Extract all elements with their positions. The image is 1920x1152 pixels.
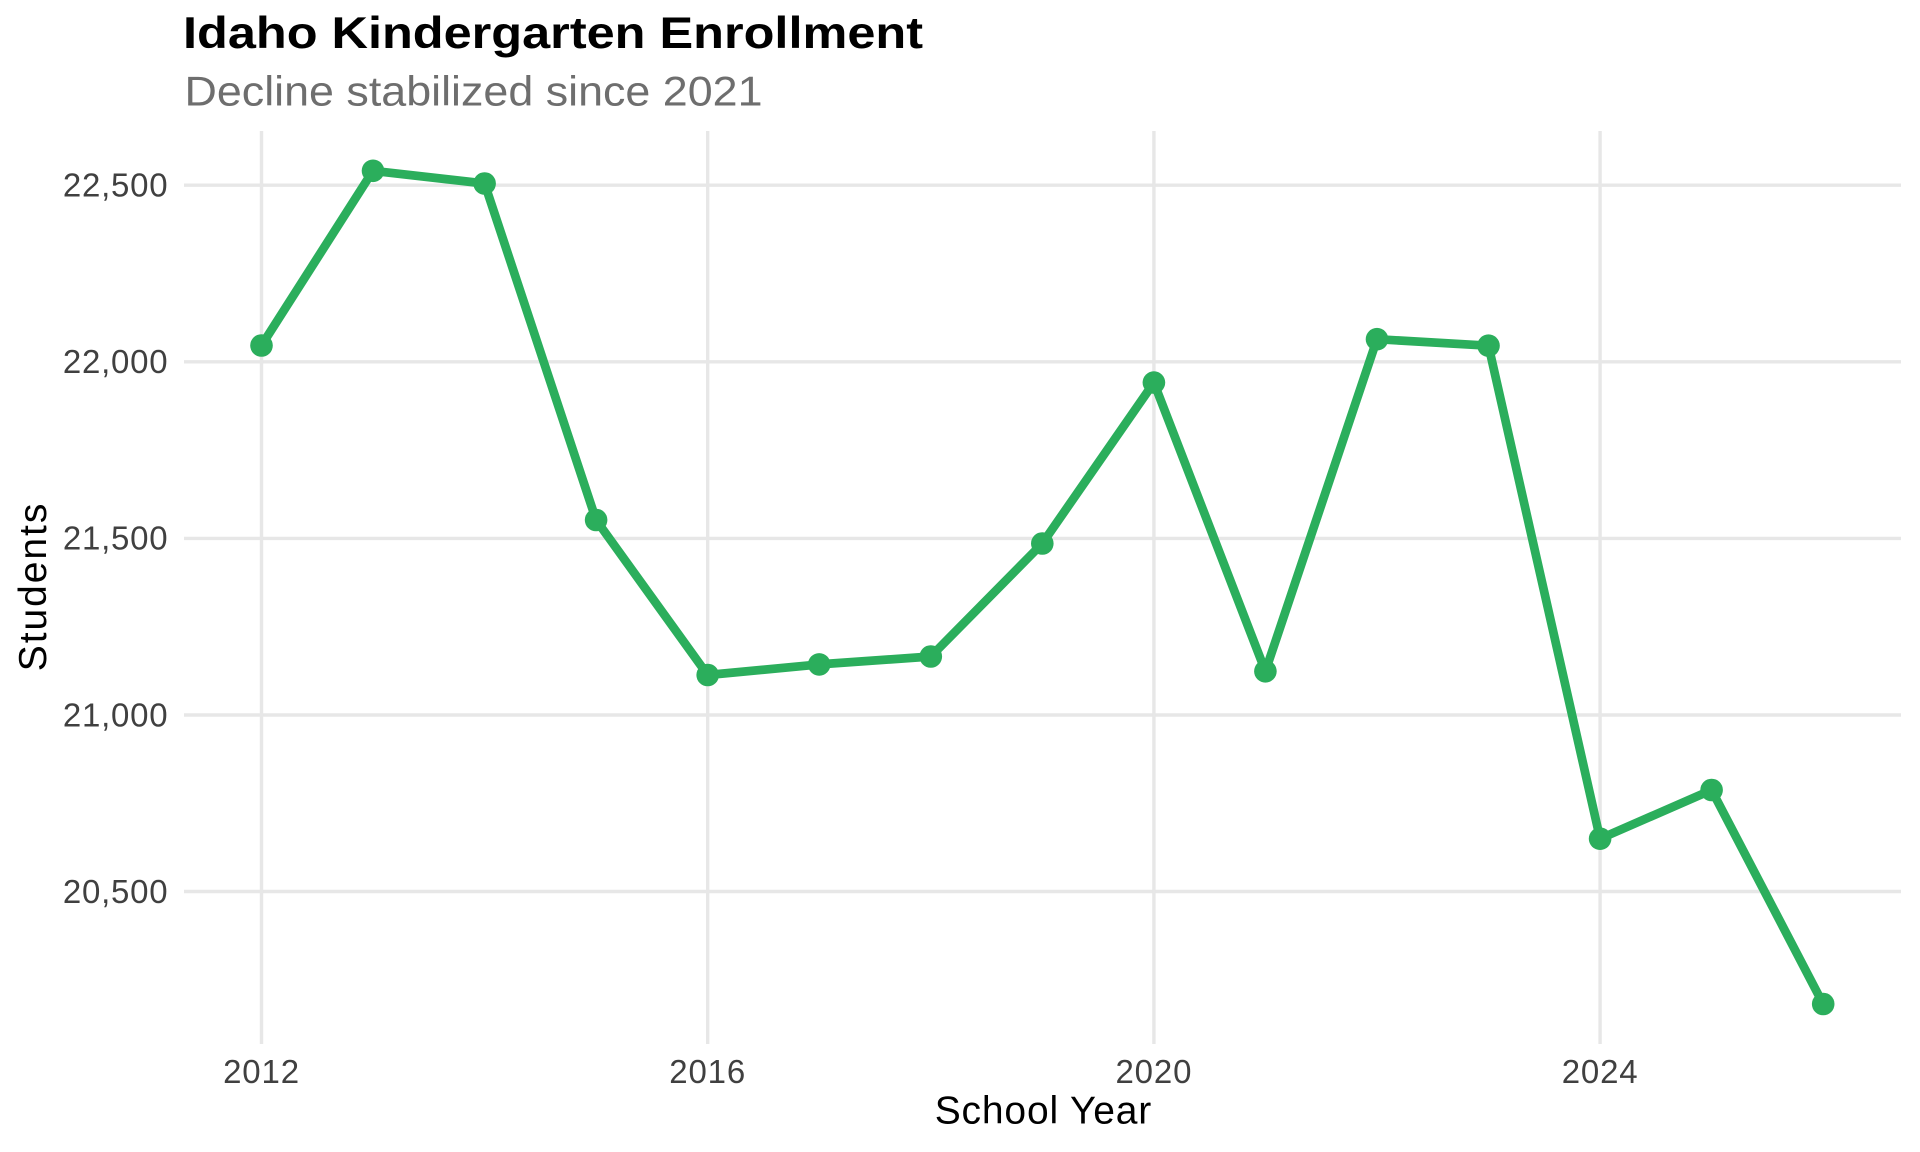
svg-text:21,000: 21,000 <box>63 696 168 733</box>
svg-text:2016: 2016 <box>669 1053 746 1090</box>
svg-text:21,500: 21,500 <box>63 520 168 557</box>
svg-text:School Year: School Year <box>935 1090 1152 1133</box>
svg-text:Decline stabilized since 2021: Decline stabilized since 2021 <box>185 67 763 114</box>
svg-text:Students: Students <box>12 502 55 672</box>
svg-text:2012: 2012 <box>223 1053 300 1090</box>
svg-text:Idaho Kindergarten Enrollment: Idaho Kindergarten Enrollment <box>183 9 923 58</box>
svg-text:2024: 2024 <box>1562 1053 1639 1090</box>
svg-text:22,000: 22,000 <box>63 343 168 380</box>
svg-text:2020: 2020 <box>1115 1053 1192 1090</box>
svg-text:22,500: 22,500 <box>63 167 168 204</box>
svg-text:20,500: 20,500 <box>63 873 168 910</box>
